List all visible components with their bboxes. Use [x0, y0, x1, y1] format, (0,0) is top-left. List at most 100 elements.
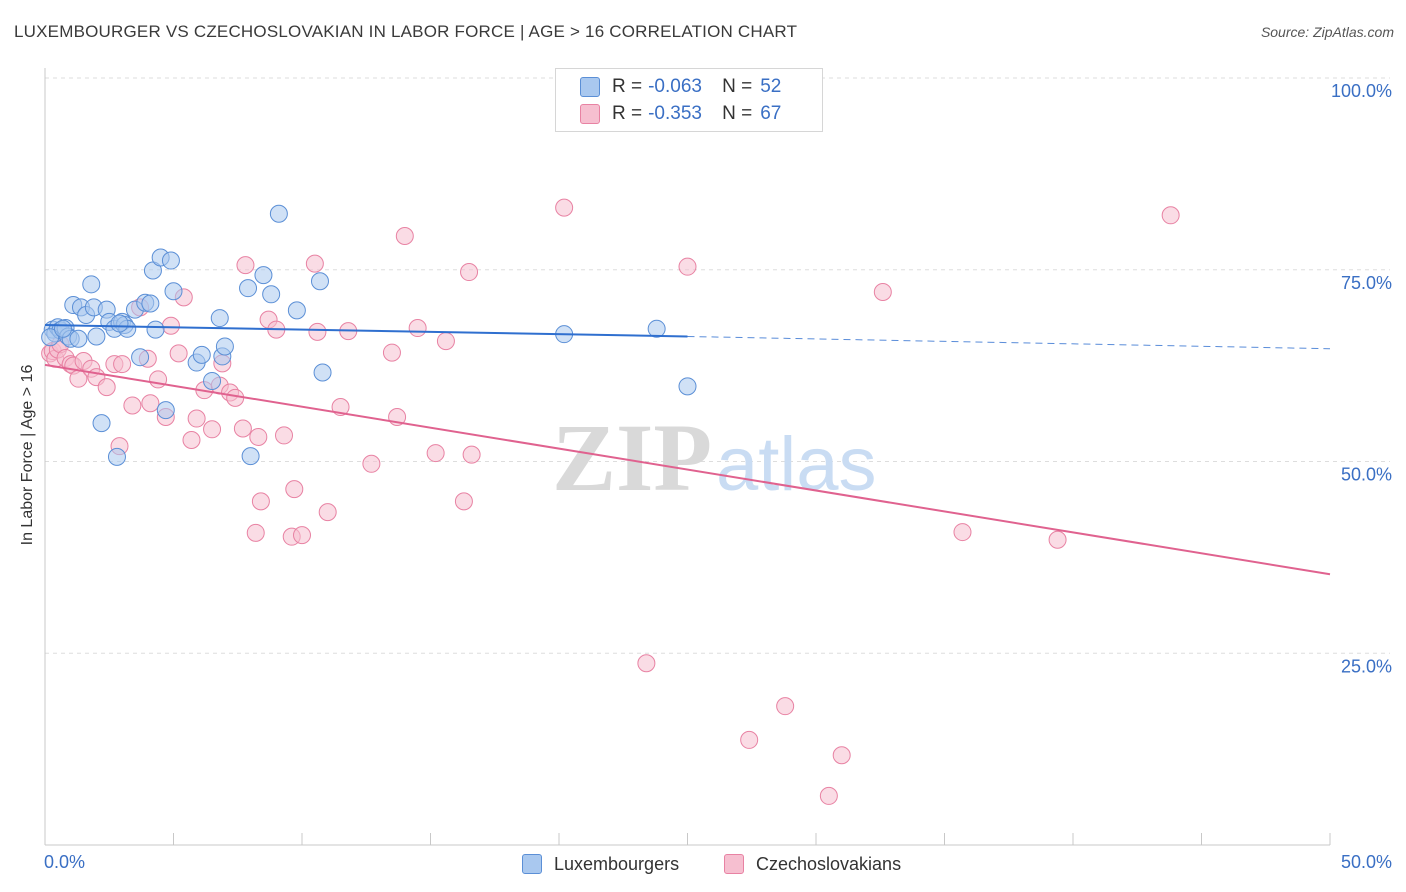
- n-label: N =: [722, 76, 753, 97]
- czechoslovakian-point: [246, 523, 265, 542]
- bottom-legend-czechoslovakians: Czechoslovakians: [724, 852, 901, 876]
- czechoslovakian-point: [776, 697, 795, 716]
- luxembourger-point: [87, 327, 106, 346]
- y-tick-label: 100.0%: [1331, 81, 1392, 101]
- bottom-legend-label: Luxembourgers: [554, 853, 680, 874]
- czechoslovakian-point: [236, 256, 255, 275]
- czechoslovakian-point: [169, 344, 188, 363]
- czechoslovakian-point: [305, 254, 324, 273]
- czechoslovakian-point: [819, 786, 838, 805]
- blue-swatch: [522, 854, 542, 874]
- pink-swatch: [724, 854, 744, 874]
- x-tick-label-max: 50.0%: [1340, 852, 1392, 872]
- n-value: 67: [760, 103, 782, 124]
- czechoslovakian-point: [953, 523, 972, 542]
- czechoslovakian-point: [293, 526, 311, 545]
- watermark: ZIP atlas: [552, 404, 877, 511]
- x-tick-label-min: 0.0%: [44, 852, 86, 872]
- czechoslovakian-point: [308, 322, 327, 341]
- luxembourger-trend-extension: [687, 335, 1331, 350]
- legend-row-czechoslovakians: R = -0.353 N = 67: [580, 102, 781, 126]
- luxembourger-point: [310, 272, 329, 291]
- luxembourger-point: [92, 414, 111, 433]
- czechoslovakian-point: [740, 730, 759, 749]
- luxembourger-point: [156, 401, 175, 420]
- luxembourger-point: [262, 285, 281, 304]
- bottom-legend-label: Czechoslovakians: [756, 853, 902, 874]
- czechoslovakian-point: [426, 444, 445, 463]
- luxembourger-point: [41, 328, 60, 347]
- luxembourger-point: [287, 301, 306, 320]
- luxembourger-point: [254, 266, 273, 285]
- czechoslovakian-point: [233, 419, 252, 438]
- czechoslovakian-point: [141, 394, 160, 413]
- luxembourger-point: [313, 363, 332, 382]
- czechoslovakian-point: [182, 431, 201, 450]
- luxembourger-point: [647, 319, 666, 338]
- czechoslovakian-point: [251, 492, 270, 511]
- blue-swatch: [580, 77, 600, 97]
- luxembourger-point: [215, 337, 234, 356]
- y-tick-label: 50.0%: [1341, 465, 1392, 485]
- czechoslovakian-point: [408, 319, 427, 338]
- czechoslovakian-point: [462, 445, 481, 464]
- luxembourger-point: [131, 348, 150, 367]
- y-tick-label: 25.0%: [1341, 656, 1392, 676]
- czechoslovakian-point: [226, 388, 245, 407]
- czechoslovakian-point: [97, 378, 116, 397]
- n-label: N =: [722, 103, 753, 124]
- gridlines: [45, 77, 1390, 654]
- czechoslovakian-point: [203, 420, 222, 439]
- czechoslovakian-point: [454, 492, 473, 511]
- czechoslovakian-trend-line: [44, 363, 1331, 576]
- luxembourger-point: [269, 204, 288, 223]
- luxembourger-trend-line: [44, 323, 688, 338]
- czechoslovakian-point: [161, 316, 180, 335]
- n-value: 52: [760, 76, 782, 97]
- czechoslovakian-point: [331, 398, 350, 417]
- luxembourger-point: [210, 309, 229, 328]
- czechoslovakian-point: [436, 332, 455, 351]
- luxembourger-point: [203, 371, 222, 390]
- czechoslovakian-point: [555, 198, 574, 217]
- correlation-legend: R = -0.063 N = 52 R = -0.353 N = 67: [555, 68, 823, 132]
- czechoslovakian-point: [832, 746, 851, 765]
- czechoslovakian-point: [460, 263, 479, 282]
- watermark-zip: ZIP: [552, 404, 712, 511]
- pink-swatch: [580, 104, 600, 124]
- czechoslovakian-point: [637, 654, 656, 673]
- luxembourger-point: [241, 447, 260, 466]
- r-value: -0.353: [648, 103, 702, 124]
- luxembourger-point: [678, 377, 697, 396]
- luxembourger-point: [82, 275, 101, 294]
- source-label: Source: ZipAtlas.com: [1260, 24, 1394, 40]
- czechoslovakian-point: [149, 370, 168, 389]
- czechoslovakian-point: [113, 355, 132, 374]
- czechoslovakian-point: [1048, 530, 1067, 549]
- czechoslovakian-point: [285, 480, 304, 499]
- luxembourger-point: [53, 319, 72, 338]
- czechoslovakian-point: [873, 282, 892, 301]
- czechoslovakian-point: [123, 396, 142, 415]
- czechoslovakian-point: [382, 343, 401, 362]
- axes: [44, 68, 1331, 846]
- trend-lines: [44, 323, 1331, 576]
- r-label: R =: [612, 76, 643, 97]
- czechoslovakian-point: [318, 503, 337, 522]
- r-label: R =: [612, 103, 643, 124]
- luxembourger-point: [110, 314, 129, 333]
- czechoslovakian-point: [1161, 206, 1180, 225]
- czechoslovakian-point: [395, 227, 414, 246]
- czechoslovakian-point: [275, 426, 294, 445]
- luxembourger-point: [69, 329, 88, 348]
- bottom-legend-luxembourgers: Luxembourgers: [522, 852, 679, 876]
- czechoslovakian-point: [362, 454, 381, 473]
- luxembourger-point: [164, 282, 183, 301]
- czechoslovakian-point: [187, 409, 206, 428]
- luxembourger-point: [161, 251, 180, 270]
- r-value: -0.063: [648, 76, 702, 97]
- luxembourger-point: [107, 447, 126, 466]
- luxembourger-point: [192, 345, 211, 364]
- chart-title: LUXEMBOURGER VS CZECHOSLOVAKIAN IN LABOR…: [14, 22, 798, 41]
